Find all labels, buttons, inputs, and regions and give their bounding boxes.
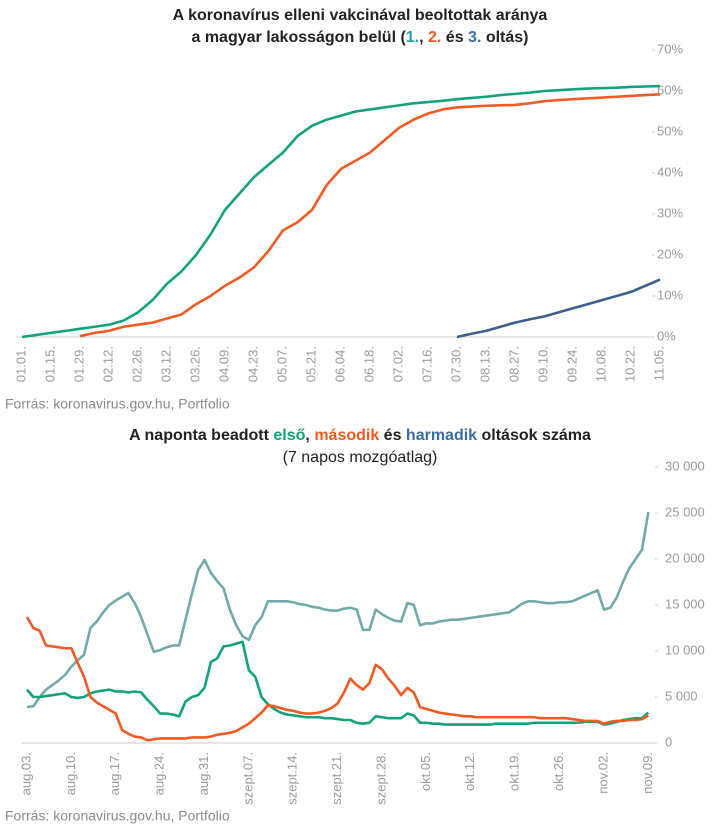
title-highlight: 1. <box>406 29 419 46</box>
source-note: Forrás: koronavirus.gov.hu, Portfolio <box>5 808 230 824</box>
title-part: és <box>379 427 406 444</box>
x-tick-label: okt.26. <box>551 752 566 791</box>
y-tick-label: 40% <box>657 164 683 179</box>
title-part: A naponta beadott <box>129 427 273 444</box>
y-tick-label: 60% <box>657 82 683 97</box>
data-line <box>21 84 661 339</box>
x-tick-label: szept.21. <box>329 752 344 805</box>
y-tick-label: 70% <box>657 41 683 56</box>
x-tick-label: 09.24. <box>564 346 579 382</box>
y-tick-label: 20 000 <box>665 550 705 565</box>
y-tick-label: 0 <box>665 734 672 749</box>
chart-title: a magyar lakosságon belül (1., 2. és 3. … <box>191 29 528 46</box>
x-tick-label: okt.05. <box>418 752 433 791</box>
x-tick-label: 07.16. <box>419 346 434 382</box>
y-tick-label: 10% <box>657 287 683 302</box>
x-tick-label: 07.02. <box>390 346 405 382</box>
y-tick-label: 25 000 <box>665 504 705 519</box>
title-part: és <box>441 29 468 46</box>
y-tick-label: 10 000 <box>665 642 705 657</box>
title-highlight: 3. <box>468 29 481 46</box>
source-note: Forrás: koronavirus.gov.hu, Portfolio <box>5 396 230 412</box>
title-highlight: harmadik <box>406 427 477 444</box>
x-tick-label: 10.08. <box>593 346 608 382</box>
x-tick-label: szept.28. <box>373 752 388 805</box>
y-tick-label: 30 000 <box>665 458 705 473</box>
x-tick-label: aug.03. <box>18 752 33 795</box>
data-line <box>79 92 661 338</box>
x-tick-label: 06.04. <box>332 346 347 382</box>
title-part: A koronavírus elleni vakcinával beoltott… <box>173 7 548 24</box>
x-tick-label: szept.14. <box>285 752 300 805</box>
x-tick-label: aug.10. <box>63 752 78 795</box>
x-tick-label: 08.27. <box>506 346 521 382</box>
x-tick-label: 01.15. <box>42 346 57 382</box>
x-tick-label: nov.02. <box>595 752 610 794</box>
chart-title: A naponta beadott első, második és harma… <box>129 427 591 444</box>
x-tick-label: okt.12. <box>462 752 477 791</box>
x-tick-label: szept.07. <box>240 752 255 805</box>
title-highlight: első <box>273 427 305 444</box>
title-part: oltások száma <box>477 427 591 444</box>
x-tick-label: 05.21. <box>303 346 318 382</box>
x-tick-label: 02.26. <box>129 346 144 382</box>
chart-subtitle: (7 napos mozgóatlag) <box>283 449 438 466</box>
x-tick-label: 08.13. <box>477 346 492 382</box>
x-tick-label: 03.12. <box>158 346 173 382</box>
y-tick-label: 15 000 <box>665 596 705 611</box>
x-tick-label: aug.24. <box>152 752 167 795</box>
y-tick-label: 5 000 <box>665 688 698 703</box>
x-tick-label: 06.18. <box>361 346 376 382</box>
x-tick-label: 03.26. <box>187 346 202 382</box>
y-tick-label: 0% <box>657 328 676 343</box>
title-highlight: 2. <box>428 29 441 46</box>
x-tick-label: 04.09. <box>216 346 231 382</box>
title-part: a magyar lakosságon belül ( <box>191 29 406 46</box>
x-tick-label: 11.05. <box>651 346 666 381</box>
x-tick-label: nov.09. <box>640 752 655 794</box>
x-tick-label: aug.31. <box>196 752 211 795</box>
chart-title: A koronavírus elleni vakcinával beoltott… <box>173 7 548 24</box>
title-part: , <box>419 29 428 46</box>
x-tick-label: 07.30. <box>448 346 463 382</box>
y-tick-label: 30% <box>657 205 683 220</box>
x-tick-label: 05.07. <box>274 346 289 382</box>
x-tick-label: 04.23. <box>245 346 260 382</box>
x-tick-label: aug.17. <box>107 752 122 795</box>
x-tick-label: 01.01. <box>13 346 28 382</box>
y-tick-label: 50% <box>657 123 683 138</box>
title-highlight: második <box>314 427 379 444</box>
y-tick-label: 20% <box>657 246 683 261</box>
x-tick-label: 01.29. <box>71 346 86 382</box>
x-tick-label: 09.10. <box>535 346 550 382</box>
x-tick-label: 02.12. <box>100 346 115 382</box>
data-line <box>25 616 649 742</box>
data-line <box>456 278 661 339</box>
x-tick-label: 10.22. <box>622 346 637 382</box>
data-line <box>26 640 650 726</box>
x-tick-label: okt.19. <box>507 752 522 791</box>
title-part: oltás) <box>481 29 528 46</box>
title-part: , <box>305 427 314 444</box>
data-line <box>26 511 650 709</box>
